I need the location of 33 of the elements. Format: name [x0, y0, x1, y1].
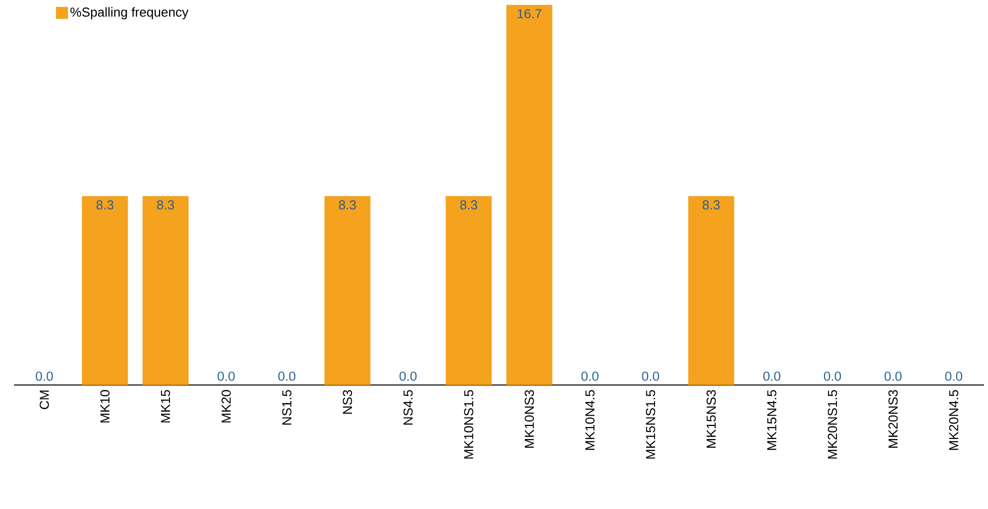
x-tick-label: MK20 — [222, 390, 231, 422]
x-tick-label: MK10NS3 — [524, 390, 534, 448]
x-tick-label: MK20N4.5 — [949, 390, 958, 450]
data-label: 0.0 — [884, 372, 902, 381]
data-label: 8.3 — [338, 200, 356, 210]
data-label: 8.3 — [96, 200, 114, 210]
legend-label: %Spalling frequency — [70, 7, 188, 20]
x-tick-label: CM — [40, 390, 49, 410]
data-label: 0.0 — [36, 372, 53, 381]
data-label: 8.3 — [460, 200, 478, 210]
x-tick-label: NS4.5 — [403, 390, 413, 425]
x-tick-label: NS3 — [342, 390, 352, 414]
data-label: 16.7 — [518, 9, 542, 18]
x-tick-label: MK20NS3 — [888, 390, 898, 448]
data-label: 0.0 — [763, 372, 780, 381]
x-tick-label: MK20NS1.5 — [828, 390, 838, 459]
data-label: 0.0 — [278, 372, 296, 381]
x-tick-label: MK15N4.5 — [767, 390, 776, 450]
data-label: 0.0 — [824, 372, 841, 381]
x-tick-label: MK10 — [100, 390, 110, 422]
data-label: 8.3 — [157, 200, 174, 210]
x-tick-label: MK15NS1.5 — [646, 390, 656, 459]
data-label: 0.0 — [218, 372, 235, 381]
data-label: 8.3 — [702, 200, 720, 210]
x-tick-label: NS1.5 — [282, 390, 292, 425]
data-label: 0.0 — [581, 372, 598, 381]
x-tick-label: MK10N4.5 — [585, 390, 595, 450]
data-label: 0.0 — [400, 372, 417, 381]
x-tick-label: MK15NS3 — [706, 390, 716, 448]
data-label: 0.0 — [642, 372, 660, 381]
data-label: 0.0 — [945, 372, 962, 381]
x-tick-label: MK15 — [161, 390, 170, 422]
x-tick-label: MK10NS1.5 — [464, 390, 474, 459]
